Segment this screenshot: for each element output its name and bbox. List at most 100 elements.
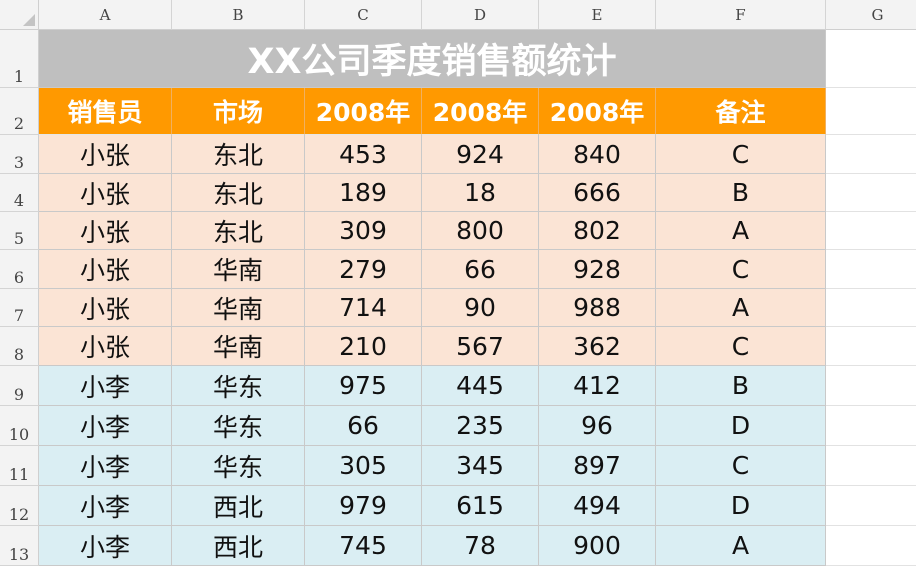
- cell-q-e[interactable]: 928: [539, 250, 656, 289]
- cell-q-d[interactable]: 924: [422, 135, 539, 174]
- cell-g[interactable]: [826, 250, 916, 289]
- cell-q-c[interactable]: 745: [305, 526, 422, 566]
- cell-q-e[interactable]: 840: [539, 135, 656, 174]
- header-year-d[interactable]: 2008年: [422, 88, 539, 135]
- column-header-c[interactable]: C: [305, 0, 422, 30]
- cell-g[interactable]: [826, 212, 916, 250]
- cell-q-c[interactable]: 979: [305, 486, 422, 526]
- cell-q-c[interactable]: 66: [305, 406, 422, 446]
- cell-salesperson[interactable]: 小李: [39, 406, 172, 446]
- cell-salesperson[interactable]: 小李: [39, 446, 172, 486]
- row-header-10[interactable]: 10: [0, 406, 39, 446]
- cell-q-e[interactable]: 362: [539, 327, 656, 366]
- cell-salesperson[interactable]: 小张: [39, 174, 172, 212]
- cell-q-d[interactable]: 78: [422, 526, 539, 566]
- cell-market[interactable]: 东北: [172, 212, 305, 250]
- header-year-e[interactable]: 2008年: [539, 88, 656, 135]
- cell-g[interactable]: [826, 327, 916, 366]
- row-header-6[interactable]: 6: [0, 250, 39, 289]
- cell-q-e[interactable]: 494: [539, 486, 656, 526]
- cell-q-e[interactable]: 666: [539, 174, 656, 212]
- column-header-d[interactable]: D: [422, 0, 539, 30]
- cell-salesperson[interactable]: 小张: [39, 212, 172, 250]
- cell-g[interactable]: [826, 446, 916, 486]
- row-header-8[interactable]: 8: [0, 327, 39, 366]
- cell-remark[interactable]: C: [656, 446, 826, 486]
- cell-market[interactable]: 华东: [172, 366, 305, 406]
- cell-g[interactable]: [826, 289, 916, 327]
- row-header-2[interactable]: 2: [0, 88, 39, 135]
- row-header-7[interactable]: 7: [0, 289, 39, 327]
- row-header-12[interactable]: 12: [0, 486, 39, 526]
- cell-salesperson[interactable]: 小张: [39, 327, 172, 366]
- cell-g1[interactable]: [826, 30, 916, 88]
- cell-g[interactable]: [826, 406, 916, 446]
- row-header-1[interactable]: 1: [0, 30, 39, 88]
- cell-q-c[interactable]: 189: [305, 174, 422, 212]
- cell-q-d[interactable]: 18: [422, 174, 539, 212]
- cell-q-d[interactable]: 567: [422, 327, 539, 366]
- header-year-c[interactable]: 2008年: [305, 88, 422, 135]
- cell-remark[interactable]: D: [656, 486, 826, 526]
- header-market[interactable]: 市场: [172, 88, 305, 135]
- column-header-b[interactable]: B: [172, 0, 305, 30]
- cell-g2[interactable]: [826, 88, 916, 135]
- row-header-9[interactable]: 9: [0, 366, 39, 406]
- cell-q-c[interactable]: 305: [305, 446, 422, 486]
- cell-q-e[interactable]: 802: [539, 212, 656, 250]
- cell-q-c[interactable]: 714: [305, 289, 422, 327]
- cell-g[interactable]: [826, 174, 916, 212]
- cell-q-c[interactable]: 453: [305, 135, 422, 174]
- cell-q-c[interactable]: 975: [305, 366, 422, 406]
- cell-remark[interactable]: A: [656, 212, 826, 250]
- cell-g[interactable]: [826, 486, 916, 526]
- title-cell[interactable]: XX公司季度销售额统计: [39, 30, 826, 88]
- cell-remark[interactable]: A: [656, 289, 826, 327]
- header-remark[interactable]: 备注: [656, 88, 826, 135]
- cell-market[interactable]: 华东: [172, 406, 305, 446]
- column-header-e[interactable]: E: [539, 0, 656, 30]
- row-header-11[interactable]: 11: [0, 446, 39, 486]
- cell-market[interactable]: 东北: [172, 174, 305, 212]
- cell-q-e[interactable]: 988: [539, 289, 656, 327]
- cell-g[interactable]: [826, 366, 916, 406]
- column-header-f[interactable]: F: [656, 0, 826, 30]
- row-header-13[interactable]: 13: [0, 526, 39, 566]
- cell-q-d[interactable]: 66: [422, 250, 539, 289]
- cell-q-d[interactable]: 615: [422, 486, 539, 526]
- cell-remark[interactable]: C: [656, 250, 826, 289]
- cell-market[interactable]: 华南: [172, 327, 305, 366]
- cell-salesperson[interactable]: 小张: [39, 135, 172, 174]
- header-salesperson[interactable]: 销售员: [39, 88, 172, 135]
- cell-q-c[interactable]: 210: [305, 327, 422, 366]
- cell-q-c[interactable]: 279: [305, 250, 422, 289]
- cell-remark[interactable]: B: [656, 366, 826, 406]
- cell-market[interactable]: 东北: [172, 135, 305, 174]
- cell-remark[interactable]: C: [656, 327, 826, 366]
- cell-market[interactable]: 华南: [172, 250, 305, 289]
- cell-market[interactable]: 西北: [172, 486, 305, 526]
- cell-q-d[interactable]: 800: [422, 212, 539, 250]
- cell-q-d[interactable]: 345: [422, 446, 539, 486]
- cell-q-e[interactable]: 412: [539, 366, 656, 406]
- cell-q-e[interactable]: 96: [539, 406, 656, 446]
- cell-g[interactable]: [826, 135, 916, 174]
- cell-remark[interactable]: C: [656, 135, 826, 174]
- cell-salesperson[interactable]: 小李: [39, 366, 172, 406]
- cell-remark[interactable]: A: [656, 526, 826, 566]
- column-header-g[interactable]: G: [826, 0, 916, 30]
- cell-salesperson[interactable]: 小张: [39, 250, 172, 289]
- select-all-corner[interactable]: [0, 0, 39, 30]
- cell-q-d[interactable]: 445: [422, 366, 539, 406]
- cell-q-e[interactable]: 897: [539, 446, 656, 486]
- cell-q-d[interactable]: 235: [422, 406, 539, 446]
- cell-market[interactable]: 华南: [172, 289, 305, 327]
- cell-q-d[interactable]: 90: [422, 289, 539, 327]
- row-header-3[interactable]: 3: [0, 135, 39, 174]
- row-header-5[interactable]: 5: [0, 212, 39, 250]
- cell-remark[interactable]: D: [656, 406, 826, 446]
- column-header-a[interactable]: A: [39, 0, 172, 30]
- cell-q-c[interactable]: 309: [305, 212, 422, 250]
- row-header-4[interactable]: 4: [0, 174, 39, 212]
- cell-remark[interactable]: B: [656, 174, 826, 212]
